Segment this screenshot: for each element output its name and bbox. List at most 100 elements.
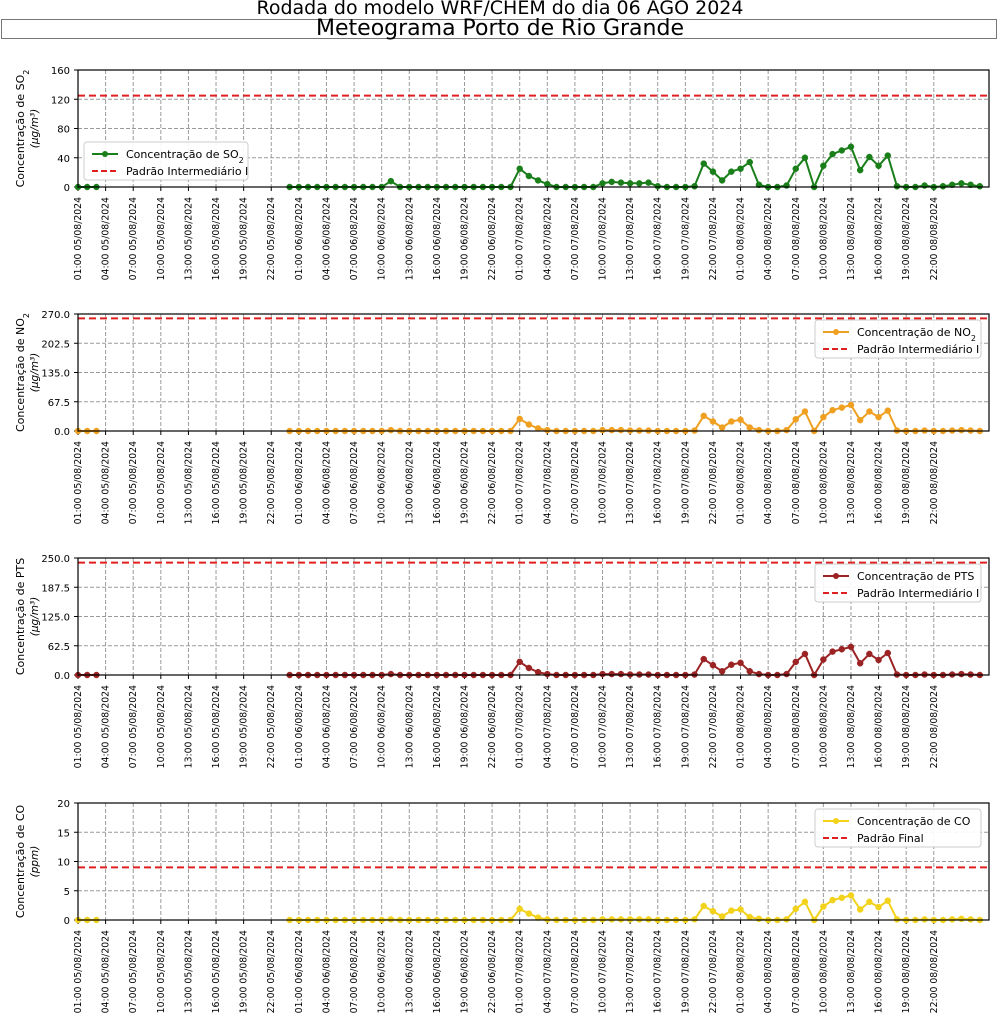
x-tick-label: 04:00 08/08/2024 [763, 197, 774, 280]
x-tick-label: 04:00 07/08/2024 [542, 441, 553, 524]
plot-frame [77, 313, 990, 432]
x-tick-label: 04:00 06/08/2024 [321, 197, 332, 280]
data-point [783, 426, 790, 434]
y-tick-label: 0.0 [54, 427, 70, 438]
x-tick-label: 22:00 06/08/2024 [487, 930, 498, 1013]
x-tick-label: 07:00 05/08/2024 [128, 197, 139, 280]
legend-standard-label: Padrão Intermediário I [857, 587, 979, 600]
data-point [654, 183, 661, 190]
chart-panel-no2: 0.0 67.5 135.0 202.5 270.0 01:00 05/08/2024 04… [14, 310, 990, 524]
x-tick-label: 22:00 07/08/2024 [708, 930, 719, 1013]
data-point [856, 660, 864, 667]
x-tick-label: 13:00 07/08/2024 [625, 197, 636, 280]
x-tick-label: 22:00 08/08/2024 [929, 685, 940, 768]
x-tick-label: 22:00 06/08/2024 [487, 685, 498, 768]
x-tick-label: 01:00 08/08/2024 [736, 441, 747, 524]
legend-series-marker [833, 329, 839, 335]
x-tick-label: 10:00 06/08/2024 [377, 441, 388, 524]
y-tick-label: 40 [57, 154, 70, 165]
x-tick-label: 04:00 05/08/2024 [101, 685, 112, 768]
data-point [728, 168, 735, 175]
chart-panel-co: 0 5 10 15 20 01:00 05/08/2024 04:00 05/08/2024… [14, 799, 990, 1013]
x-tick-label: 16:00 06/08/2024 [432, 197, 443, 280]
data-point [847, 643, 855, 651]
x-tick-label: 16:00 08/08/2024 [874, 685, 885, 768]
x-tick-label: 13:00 05/08/2024 [183, 197, 194, 280]
x-tick-label: 13:00 07/08/2024 [625, 685, 636, 768]
data-point [866, 153, 873, 161]
y-tick-label: 0 [64, 183, 70, 194]
x-tick-label: 01:00 08/08/2024 [736, 197, 747, 280]
x-tick-label: 07:00 08/08/2024 [791, 685, 802, 768]
data-point [847, 401, 855, 409]
data-point [829, 406, 836, 414]
x-tick-label: 19:00 06/08/2024 [459, 930, 470, 1013]
x-tick-label: 19:00 07/08/2024 [680, 685, 691, 768]
data-point [856, 416, 864, 424]
x-tick-label: 07:00 07/08/2024 [570, 441, 581, 524]
x-tick-label: 10:00 07/08/2024 [598, 441, 609, 524]
x-tick-label: 01:00 06/08/2024 [294, 930, 305, 1013]
data-point [718, 424, 726, 431]
data-point [608, 178, 615, 186]
data-point [783, 182, 790, 189]
legend-standard-label: Padrão Intermediário I [857, 343, 979, 356]
x-tick-label: 04:00 07/08/2024 [542, 685, 553, 768]
x-tick-label: 10:00 05/08/2024 [156, 197, 167, 280]
x-tick-label: 10:00 08/08/2024 [818, 930, 829, 1013]
x-tick-label: 19:00 08/08/2024 [901, 930, 912, 1013]
x-tick-label: 22:00 07/08/2024 [708, 685, 719, 768]
y-tick-label: 120 [51, 95, 70, 106]
data-point [875, 162, 882, 170]
data-point [958, 180, 965, 187]
data-point [516, 905, 523, 913]
data-point [875, 903, 882, 911]
data-point [884, 407, 892, 414]
data-point [755, 670, 763, 678]
y-tick-label: 62.5 [48, 642, 70, 653]
x-tick-label: 07:00 05/08/2024 [128, 441, 139, 524]
data-point [829, 150, 836, 158]
data-point [544, 180, 551, 188]
x-tick-label: 16:00 05/08/2024 [211, 197, 222, 280]
data-point [856, 906, 864, 913]
y-axis-unit: (ppm) [29, 846, 41, 878]
data-point [617, 670, 625, 678]
data-point [737, 416, 744, 423]
plot-frame [77, 557, 990, 676]
data-point [801, 898, 809, 906]
legend: Concentração de CO Padrão Final [814, 808, 982, 848]
x-tick-label: 19:00 05/08/2024 [239, 930, 250, 1013]
x-tick-label: 16:00 05/08/2024 [211, 685, 222, 768]
legend: Concentração de PTS Padrão Intermediário … [814, 563, 982, 603]
legend-box [814, 319, 982, 359]
legend-series-marker [833, 573, 839, 579]
data-point [691, 183, 698, 190]
x-tick-label: 19:00 06/08/2024 [459, 197, 470, 280]
y-axis-label: Concentração de SO2 [14, 70, 31, 188]
x-tick-label: 07:00 08/08/2024 [791, 197, 802, 280]
data-point [958, 670, 965, 678]
y-tick-label: 20 [57, 799, 70, 810]
x-tick-label: 01:00 05/08/2024 [73, 441, 84, 524]
data-point [783, 670, 790, 678]
x-tick-label: 19:00 06/08/2024 [459, 685, 470, 768]
data-point [746, 668, 753, 675]
x-tick-label: 13:00 06/08/2024 [404, 197, 415, 280]
x-tick-label: 16:00 07/08/2024 [653, 930, 664, 1013]
x-tick-label: 04:00 06/08/2024 [321, 441, 332, 524]
x-tick-label: 13:00 08/08/2024 [846, 685, 857, 768]
data-point [544, 426, 551, 434]
data-point [709, 661, 717, 669]
data-point [700, 412, 707, 420]
data-point [856, 166, 864, 174]
x-tick-label: 10:00 08/08/2024 [818, 685, 829, 768]
data-point [958, 915, 965, 923]
x-tick-label: 16:00 08/08/2024 [874, 197, 885, 280]
x-tick-label: 01:00 06/08/2024 [294, 197, 305, 280]
data-point [755, 915, 763, 923]
y-axis-label: Concentração de NO2 [14, 313, 31, 432]
data-point [387, 670, 395, 678]
x-tick-label: 22:00 05/08/2024 [266, 685, 277, 768]
